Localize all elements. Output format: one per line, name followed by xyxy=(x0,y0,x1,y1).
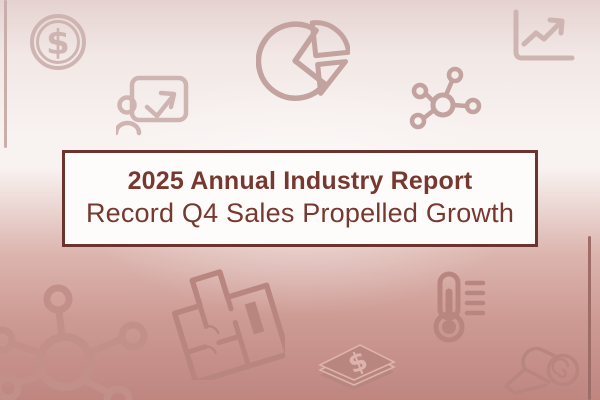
report-subtitle: Record Q4 Sales Propelled Growth xyxy=(85,197,515,228)
money-stack-icon: $ xyxy=(316,330,396,395)
thermometer-icon xyxy=(426,270,490,349)
presentation-board-icon xyxy=(116,74,190,143)
rolled-mat-icon xyxy=(496,336,586,400)
left-accent-line xyxy=(4,0,7,148)
report-title: 2025 Annual Industry Report xyxy=(127,167,473,196)
dollar-glyph: $ xyxy=(46,23,70,63)
dollar-coin-icon: $ xyxy=(28,12,88,77)
title-box: 2025 Annual Industry Report Record Q4 Sa… xyxy=(62,150,538,247)
line-chart-icon xyxy=(508,8,578,73)
network-nodes-large-icon xyxy=(0,276,148,400)
pie-chart-icon xyxy=(256,12,350,111)
right-accent-line xyxy=(588,236,591,400)
floor-plan-icon xyxy=(165,265,285,385)
network-nodes-icon xyxy=(408,63,490,142)
